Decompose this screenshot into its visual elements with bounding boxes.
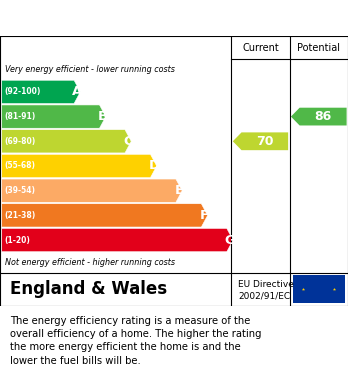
Text: England & Wales: England & Wales: [10, 280, 168, 298]
Text: Potential: Potential: [297, 43, 340, 53]
Text: 2002/91/EC: 2002/91/EC: [238, 291, 291, 300]
Text: EU Directive: EU Directive: [238, 280, 294, 289]
Text: (81-91): (81-91): [4, 112, 35, 121]
Polygon shape: [233, 133, 288, 150]
Text: (55-68): (55-68): [4, 161, 35, 170]
Bar: [293, 275, 345, 303]
Text: Not energy efficient - higher running costs: Not energy efficient - higher running co…: [5, 258, 175, 267]
Text: D: D: [148, 160, 159, 172]
Polygon shape: [2, 80, 80, 104]
Text: (21-38): (21-38): [4, 211, 35, 220]
Text: Current: Current: [242, 43, 279, 53]
Polygon shape: [2, 204, 208, 227]
Polygon shape: [2, 179, 182, 202]
Text: A: A: [72, 85, 82, 99]
Text: (92-100): (92-100): [4, 87, 41, 97]
Text: E: E: [175, 184, 184, 197]
Text: C: C: [124, 135, 133, 148]
Polygon shape: [2, 154, 157, 178]
Polygon shape: [2, 228, 233, 252]
Text: Very energy efficient - lower running costs: Very energy efficient - lower running co…: [5, 65, 175, 74]
Text: 70: 70: [256, 135, 274, 148]
Text: The energy efficiency rating is a measure of the
overall efficiency of a home. T: The energy efficiency rating is a measur…: [10, 316, 262, 366]
Polygon shape: [291, 108, 347, 126]
Polygon shape: [2, 105, 106, 128]
Text: 86: 86: [315, 110, 332, 123]
Text: (1-20): (1-20): [4, 235, 30, 245]
Polygon shape: [2, 130, 131, 153]
Text: (39-54): (39-54): [4, 186, 35, 195]
Text: G: G: [225, 233, 236, 247]
Text: B: B: [98, 110, 108, 123]
Text: F: F: [200, 209, 209, 222]
Text: (69-80): (69-80): [4, 137, 35, 146]
Text: Energy Efficiency Rating: Energy Efficiency Rating: [10, 11, 232, 25]
